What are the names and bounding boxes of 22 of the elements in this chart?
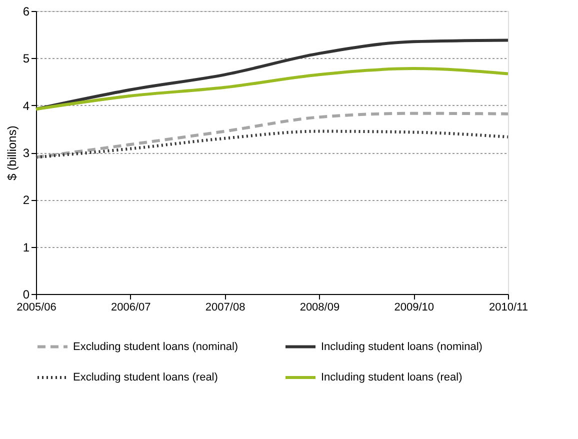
y-axis-title: $ (billions): [4, 126, 19, 180]
y-tick-label: 3: [22, 146, 30, 160]
y-tick-label: 6: [22, 4, 30, 18]
x-tick-label: 2006/07: [111, 302, 151, 314]
line-series: [34, 112, 510, 159]
x-tick-label: 2007/08: [205, 302, 246, 314]
x-tick-label: 2009/10: [394, 302, 434, 314]
line-series: [34, 38, 510, 111]
y-tick-label: 5: [22, 52, 30, 66]
line-series: [34, 67, 510, 111]
legend-label: Excluding student loans (nominal): [73, 340, 238, 353]
legend-label: Excluding student loans (real): [73, 372, 218, 384]
y-tick-label: 0: [22, 288, 30, 302]
legend-label: Including student loans (real): [321, 372, 462, 384]
legend-label: Including student loans (nominal): [321, 340, 482, 353]
x-tick-label: 2008/09: [300, 302, 340, 314]
x-tick-label: 2005/06: [16, 302, 56, 314]
line-series: [34, 130, 510, 159]
y-tick-label: 4: [22, 98, 30, 113]
x-tick-label: 2010/11: [489, 302, 528, 314]
y-tick-label: 1: [22, 240, 30, 254]
y-tick-label: 2: [22, 193, 30, 208]
